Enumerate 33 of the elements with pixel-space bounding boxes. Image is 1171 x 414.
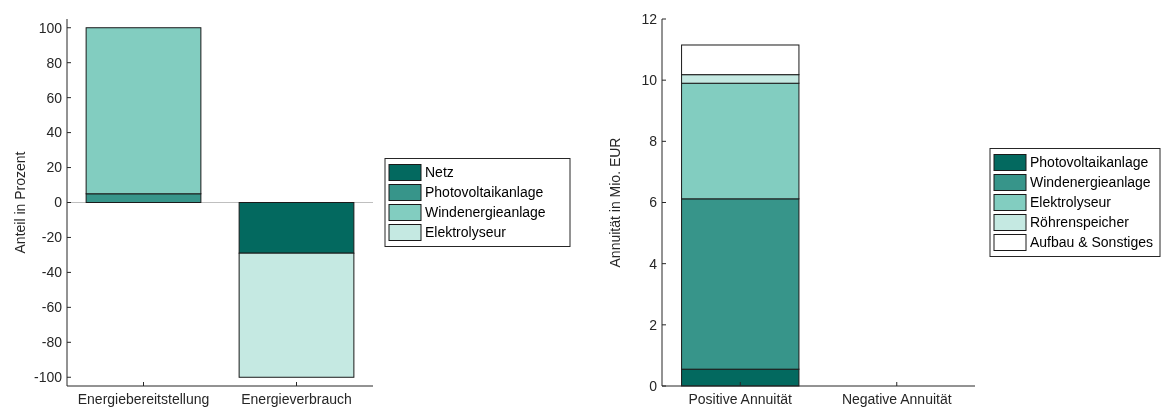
y-tick-label: 10 — [641, 72, 658, 89]
legend-label: Elektrolyseur — [425, 224, 507, 241]
legend-label: Netz — [425, 164, 454, 181]
x-tick-label: Positive Annuität — [688, 391, 793, 407]
legend-label: Röhrenspeicher — [1030, 214, 1130, 231]
y-tick-label: -80 — [41, 334, 63, 351]
x-tick-label: Energieverbrauch — [241, 391, 352, 407]
y-tick-label: 2 — [649, 316, 658, 333]
legend-label: Photovoltaikanlage — [425, 184, 544, 201]
y-axis-title: Annuität in Mio. EUR — [607, 137, 623, 268]
y-axis-title: Anteil in Prozent — [12, 151, 28, 254]
x-tick-label: Energiebereitstellung — [77, 391, 210, 407]
y-tick-label: 80 — [46, 54, 63, 71]
y-tick-label: 0 — [54, 194, 63, 211]
y-tick-label: 60 — [46, 89, 63, 106]
y-tick-label: 8 — [649, 133, 658, 150]
y-tick-label: 6 — [649, 194, 658, 211]
y-tick-label: -100 — [33, 369, 63, 386]
y-tick-label: 100 — [38, 19, 63, 36]
y-tick-label: 40 — [46, 124, 63, 141]
legend-label: Windenergieanlage — [1030, 174, 1151, 191]
y-tick-label: 0 — [649, 377, 658, 394]
y-tick-label: -40 — [41, 264, 63, 281]
legend-label: Photovoltaikanlage — [1030, 154, 1149, 171]
y-tick-label: -60 — [41, 299, 63, 316]
x-tick-label: Negative Annuität — [841, 391, 952, 407]
y-tick-label: 4 — [649, 255, 658, 272]
legend-label: Aufbau & Sonstiges — [1030, 234, 1153, 251]
y-tick-label: 20 — [46, 159, 63, 176]
y-tick-label: 12 — [641, 10, 658, 27]
legend-label: Windenergieanlage — [425, 204, 546, 221]
y-tick-label: -20 — [41, 229, 63, 246]
legend-label: Elektrolyseur — [1030, 194, 1112, 211]
